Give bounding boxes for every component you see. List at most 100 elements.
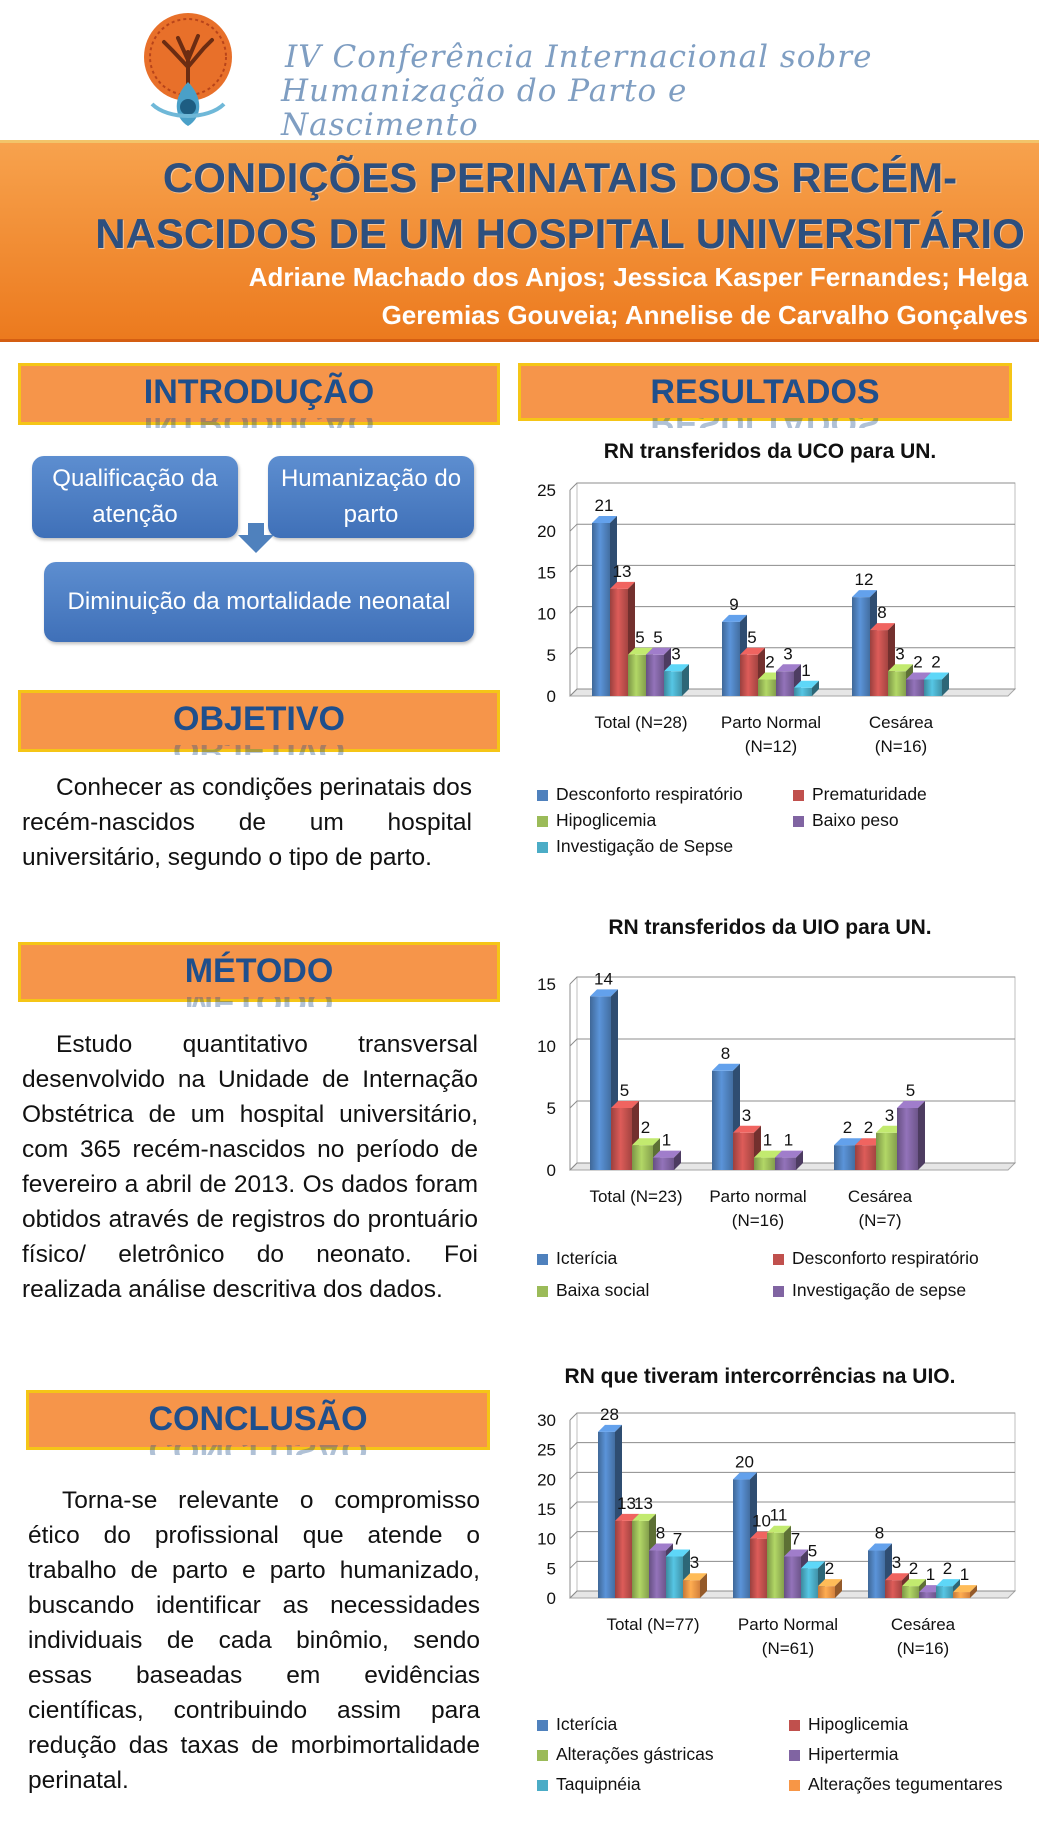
bar [897,1101,925,1170]
data-label: 2 [909,1559,918,1578]
legend-label: Prematuridade [812,784,927,804]
title-band [0,140,1039,342]
data-label: 1 [763,1131,772,1150]
legend-item: Baixo peso [793,810,899,831]
legend-swatch [793,789,804,801]
data-label: 1 [801,661,810,680]
data-label: 1 [662,1131,671,1150]
introducao-heading-reflection: INTRODUÇÃO [21,418,497,428]
data-label: 14 [594,969,613,988]
data-label: 5 [747,628,756,647]
legend-label: Taquipnéia [556,1774,641,1794]
objetivo-heading-reflection: OBJETIVO [21,745,497,755]
gridline [569,1501,1015,1510]
gridline [569,1442,1015,1451]
conference-line-2: Humanização do Parto e Nascimento [281,73,688,143]
legend-label: Desconforto respiratório [792,1248,979,1268]
data-label: 2 [943,1559,952,1578]
y-tick-label: 0 [547,687,556,706]
x-tick-label: Total (N=23) [589,1187,682,1206]
legend-swatch [789,1779,800,1791]
conclusao-heading-reflection: CONCLUSÃO [29,1445,487,1455]
data-label: 2 [843,1118,852,1137]
data-label: 5 [906,1081,915,1100]
data-label: 2 [913,653,922,672]
legend-label: Desconforto respiratório [556,784,743,804]
gridline [569,1531,1015,1540]
gridline [569,482,1015,491]
y-tick-label: 25 [537,481,556,500]
legend-swatch [789,1719,800,1731]
intro-box-mortalidade: Diminuição da mortalidade neonatal [44,562,474,642]
metodo-text: Estudo quantitativo transversal desenvol… [22,1031,478,1303]
conference-name: IV Conferência Internacional sobre Human… [281,39,885,142]
y-tick-label: 30 [537,1411,556,1430]
legend-label: Investigação de Sepse [556,836,734,856]
data-label: 13 [617,1494,636,1513]
x-tick-label: Cesárea (N=7) [848,1187,913,1230]
poster-title: CONDIÇÕES PERINATAIS DOS RECÉM-NASCIDOS … [95,154,1025,257]
conference-line-1: IV Conferência Internacional sobre [285,39,873,75]
data-label: 3 [671,644,680,663]
data-label: 11 [770,1506,788,1525]
y-tick-label: 15 [537,563,556,582]
data-label: 2 [641,1118,650,1137]
bar [610,581,635,696]
data-label: 5 [635,628,644,647]
data-label: 2 [825,1559,834,1578]
x-tick-label: Total (N=28) [594,713,687,732]
bar [818,1579,842,1598]
y-tick-label: 15 [537,975,556,994]
legend-item: Desconforto respiratório [773,1248,979,1269]
bar [924,672,949,696]
introducao-heading: INTRODUÇÃO INTRODUÇÃO [18,363,500,428]
legend-label: Baixo peso [812,810,899,830]
gridline [569,1100,1015,1109]
legend-item: Baixa social [537,1280,649,1301]
legend-label: Icterícia [556,1714,618,1734]
conclusao-text: Torna-se relevante o compromisso ético d… [28,1487,480,1794]
gridline [569,564,1015,573]
data-label: 13 [634,1494,653,1513]
data-label: 8 [875,1524,884,1543]
x-tick-label: Parto Normal (N=12) [721,713,821,756]
data-label: 1 [926,1565,935,1584]
x-tick-label: Parto normal (N=16) [709,1187,806,1230]
data-label: 2 [864,1118,873,1137]
legend-item: Alterações tegumentares [789,1774,1003,1795]
data-label: 21 [595,496,614,515]
legend-label: Investigação de sepse [792,1280,967,1300]
legend-label: Baixa social [556,1280,650,1300]
gridline [569,1412,1015,1421]
y-tick-label: 10 [537,1530,556,1549]
data-label: 28 [600,1405,619,1424]
bar [664,664,689,696]
data-label: 3 [690,1553,699,1572]
conclusao-heading: CONCLUSÃO CONCLUSÃO [26,1390,490,1455]
y-tick-label: 10 [537,1037,556,1056]
legend-swatch [537,841,548,853]
bar [653,1150,681,1170]
metodo-heading-reflection: MÉTODO [21,997,497,1007]
metodo-heading: MÉTODO MÉTODO [18,942,500,1007]
legend-item: Desconforto respiratório [537,784,743,805]
data-label: 10 [752,1512,771,1531]
data-label: 12 [855,570,874,589]
legend-swatch [537,815,548,827]
y-tick-label: 5 [547,1559,556,1578]
data-label: 2 [931,653,940,672]
legend-label: Alterações gástricas [556,1744,714,1764]
legend-swatch [793,815,804,827]
legend-item: Alterações gástricas [537,1744,714,1765]
chart-3-title: RN que tiveram intercorrências na UIO. [564,1365,956,1388]
x-tick-label: Cesárea (N=16) [891,1615,956,1658]
legend-swatch [537,1719,548,1731]
legend-swatch [773,1253,784,1265]
legend-item: Hipertermia [789,1744,898,1765]
introducao-heading-label: INTRODUÇÃO [143,373,375,411]
x-tick-label: Total (N=77) [606,1615,699,1634]
legend-swatch [537,789,548,801]
